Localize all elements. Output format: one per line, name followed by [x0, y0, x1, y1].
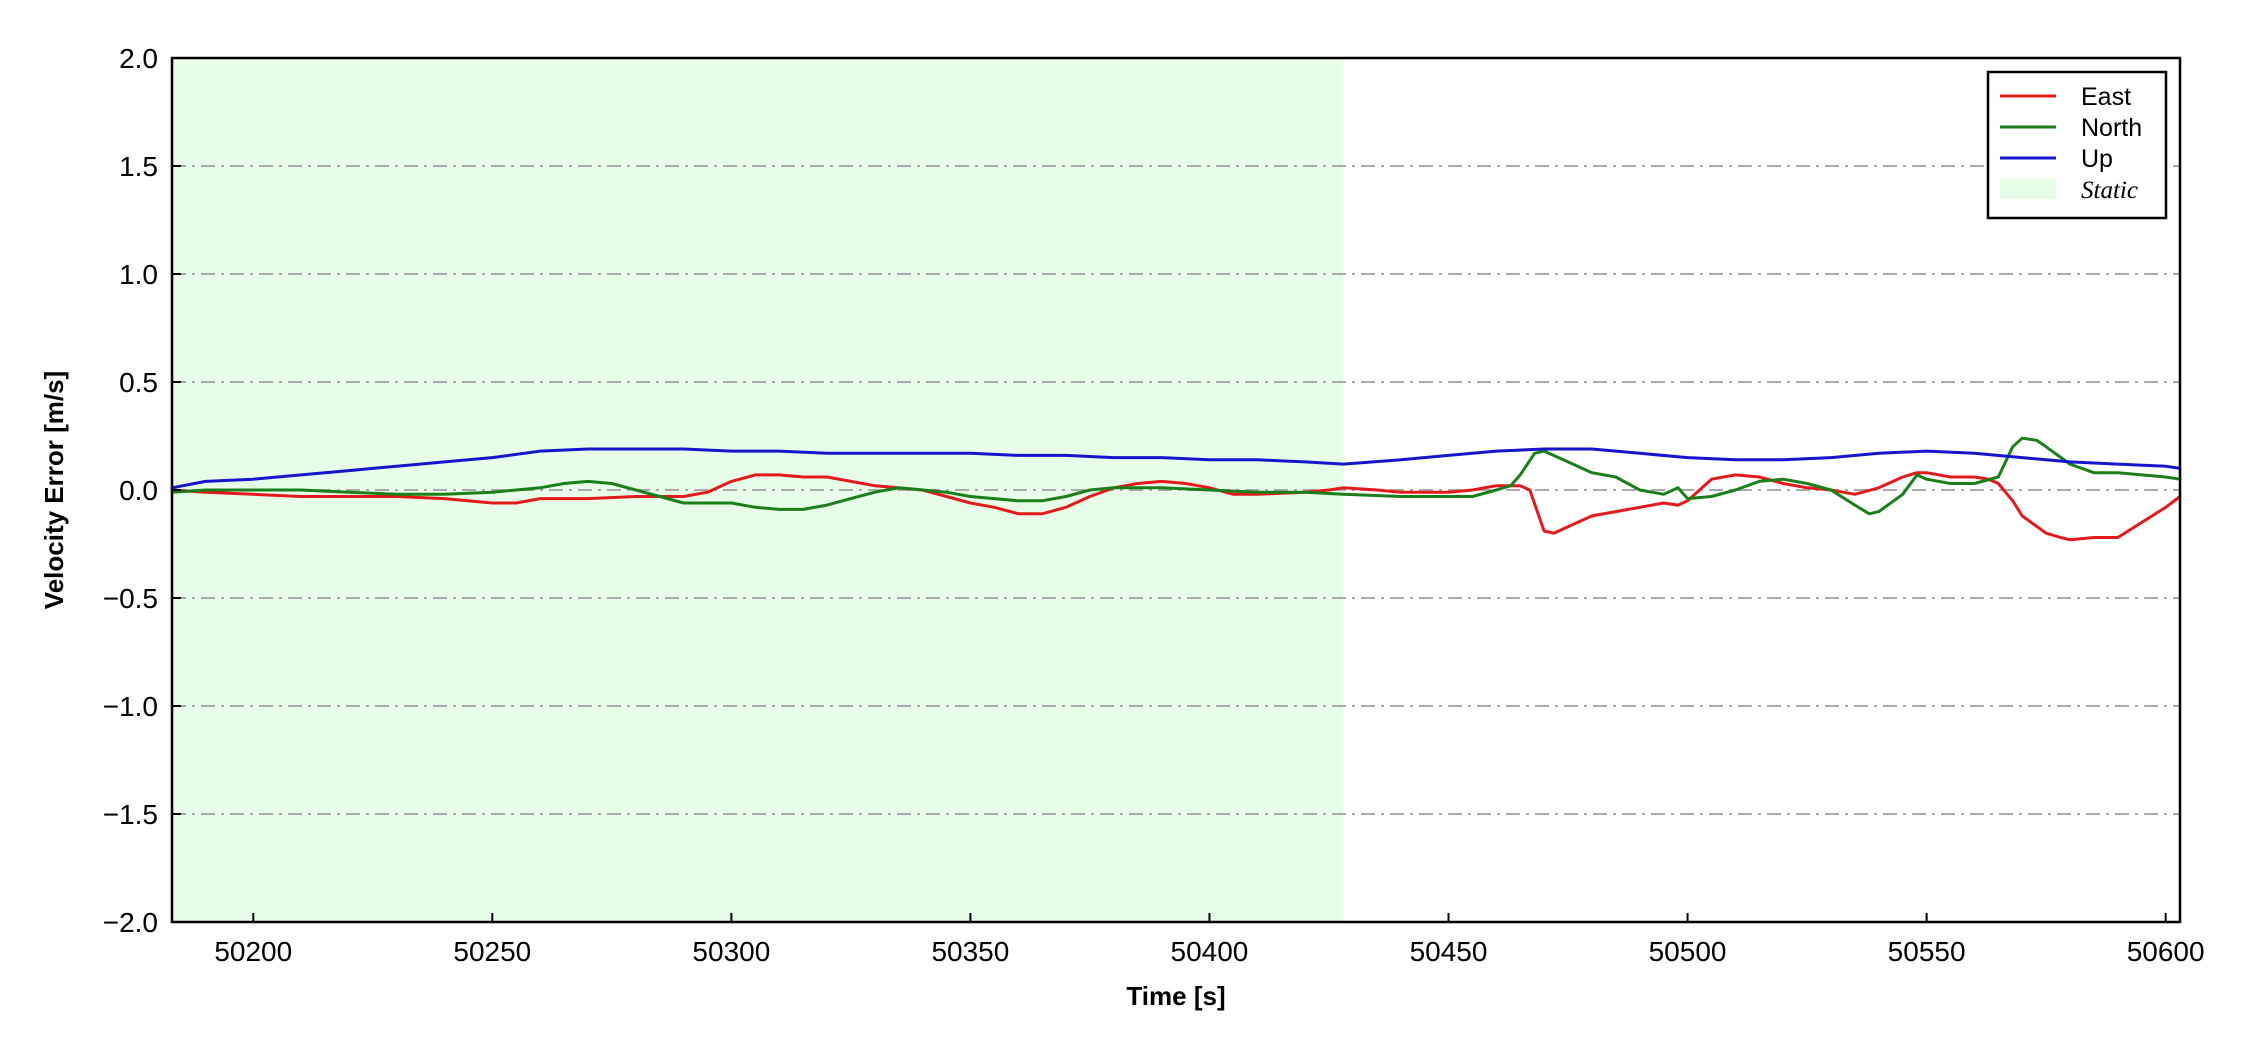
- x-axis-title: Time [s]: [1126, 981, 1225, 1011]
- y-tick-label-5: 0.5: [119, 367, 158, 398]
- x-tick-label-8: 50600: [2127, 936, 2205, 967]
- x-tick-label-2: 50300: [692, 936, 770, 967]
- legend-swatch-static: [2000, 179, 2056, 199]
- x-tick-label-6: 50500: [1649, 936, 1727, 967]
- series-layer: [170, 436, 2182, 542]
- x-tick-label-4: 50400: [1171, 936, 1249, 967]
- x-tick-label-3: 50350: [931, 936, 1009, 967]
- tick-layer: 50200 50250 50300 50350 50400 50450 50500 50550…: [103, 43, 2205, 967]
- legend-label-up: Up: [2081, 145, 2113, 173]
- y-tick-label-7: 1.5: [119, 151, 158, 182]
- y-tick-label-2: −1.0: [103, 691, 158, 722]
- y-tick-label-3: −0.5: [103, 583, 158, 614]
- legend-label-north: North: [2081, 114, 2142, 142]
- x-tick-label-1: 50250: [453, 936, 531, 967]
- y-axis-title: Velocity Error [m/s]: [39, 371, 69, 609]
- x-tick-label-5: 50450: [1410, 936, 1488, 967]
- y-tick-label-6: 1.0: [119, 259, 158, 290]
- x-tick-label-7: 50550: [1888, 936, 1966, 967]
- x-tick-label-0: 50200: [214, 936, 292, 967]
- y-tick-label-1: −1.5: [103, 799, 158, 830]
- grid-layer: [172, 165, 2180, 815]
- series-line-east: [170, 471, 2182, 542]
- plot-area: 50200 50250 50300 50350 50400 50450 50500 50550…: [103, 43, 2205, 967]
- y-tick-label-0: −2.0: [103, 907, 158, 938]
- legend-items: East North Up Static: [2000, 83, 2142, 204]
- series-line-north: [170, 436, 2182, 516]
- legend-label-east: East: [2081, 83, 2131, 111]
- y-tick-label-4: 0.0: [119, 475, 158, 506]
- legend-label-static: Static: [2081, 177, 2138, 204]
- series-line-up: [170, 447, 2182, 490]
- y-tick-label-8: 2.0: [119, 43, 158, 74]
- legend: East North Up Static: [1986, 70, 2168, 220]
